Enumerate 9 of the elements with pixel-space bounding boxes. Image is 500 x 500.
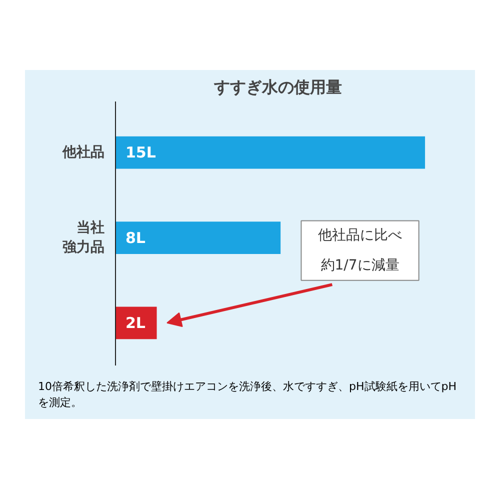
data-label: 2L <box>126 314 146 332</box>
chart-title: すすぎ水の使用量 <box>213 78 342 96</box>
y-tick-label: 他社品 <box>62 144 104 161</box>
data-label: 8L <box>126 228 146 247</box>
text: 10倍希釈した洗浄剤で壁掛けエアコンを洗浄後、水ですすぎ、pH試験紙を用いてpHを測定。 <box>38 379 458 410</box>
annotation: 他社品に比べ <box>318 228 402 244</box>
y-tick-label: 当社強力品 <box>62 220 104 256</box>
data-label: 15L <box>126 144 156 162</box>
annotation: 約1/7に減量 <box>320 257 400 274</box>
